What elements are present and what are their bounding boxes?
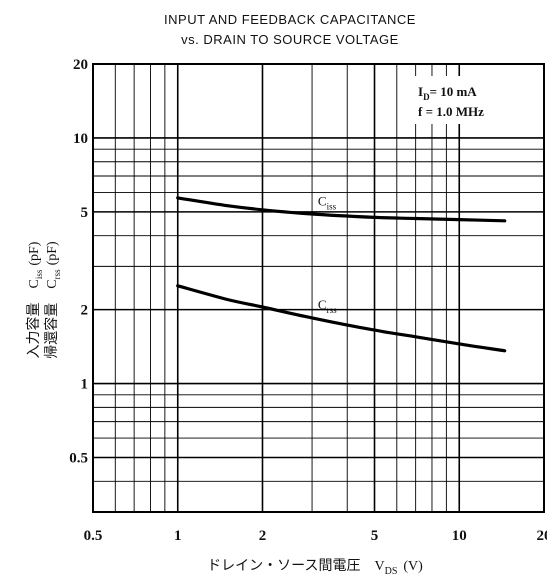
series-line-0	[176, 196, 507, 223]
chart-title: INPUT AND FEEDBACK CAPACITANCE	[164, 12, 416, 27]
x-tick-label: 5	[371, 528, 379, 544]
y-axis-label-line2-text: 帰還容量 C	[43, 279, 60, 358]
x-tick-label: 0.5	[84, 528, 103, 544]
x-tick-label: 20	[537, 528, 547, 544]
y-tick-labels: 0.5 1 2 5 10 20	[69, 57, 88, 467]
y-axis-label-line1-sub: iss	[34, 269, 44, 279]
y-tick-label: 10	[73, 131, 88, 147]
series-label-main: C	[318, 297, 327, 312]
condition-line: f = 1.0 MHz	[418, 104, 484, 119]
y-axis-label-line2-unit: (pF)	[45, 241, 60, 265]
x-axis-label-text: ドレイン・ソース間電圧 V	[207, 558, 384, 574]
series-label-sub: rss	[327, 305, 337, 315]
series-layer	[176, 196, 507, 353]
x-tick-labels: 0.5 1 2 5 10 20	[84, 528, 547, 544]
series-label-1: Crss	[318, 297, 337, 315]
plot-frame	[92, 63, 545, 513]
y-tick-label: 5	[81, 205, 89, 221]
y-axis-label-line2: 帰還容量 Crss (pF)	[43, 241, 62, 359]
y-axis-label-line1-unit: (pF)	[27, 241, 42, 265]
x-tick-label: 1	[174, 528, 182, 544]
chart-subtitle: vs. DRAIN TO SOURCE VOLTAGE	[181, 32, 399, 47]
x-axis-label-sub: DS	[385, 566, 398, 577]
series-label-sub: iss	[327, 202, 337, 212]
x-tick-label: 10	[452, 528, 467, 544]
condition-main: f = 1.0 MHz	[418, 104, 484, 119]
y-axis-label-line1: 入力容量 Ciss (pF)	[25, 241, 44, 358]
y-tick-label: 0.5	[69, 451, 88, 467]
y-tick-label: 2	[81, 303, 89, 319]
condition-line: ID= 10 mA	[418, 84, 477, 102]
condition-sub: D	[423, 92, 430, 102]
x-axis-label: ドレイン・ソース間電圧 VDS (V)	[207, 558, 423, 577]
condition-main: I	[418, 84, 423, 99]
series-label-0: Ciss	[318, 194, 337, 212]
y-tick-label: 20	[73, 57, 88, 73]
x-axis-label-unit: (V)	[403, 559, 423, 574]
y-axis-label-line1-text: 入力容量 C	[25, 279, 42, 358]
minor-grid	[93, 64, 544, 513]
series-label-main: C	[318, 194, 327, 209]
y-tick-label: 1	[81, 377, 89, 393]
series-line-1	[176, 284, 507, 353]
conditions-backdrop	[412, 76, 540, 124]
condition-rest: = 10 mA	[430, 84, 478, 99]
x-tick-label: 2	[259, 528, 267, 544]
conditions-annotation: ID= 10 mA f = 1.0 MHz	[412, 76, 540, 124]
y-axis-label-group: 入力容量 Ciss(pF) 帰還容量 Crss(pF)	[25, 241, 62, 359]
major-grid	[93, 64, 544, 512]
y-axis-label-line2-sub: rss	[52, 269, 62, 279]
